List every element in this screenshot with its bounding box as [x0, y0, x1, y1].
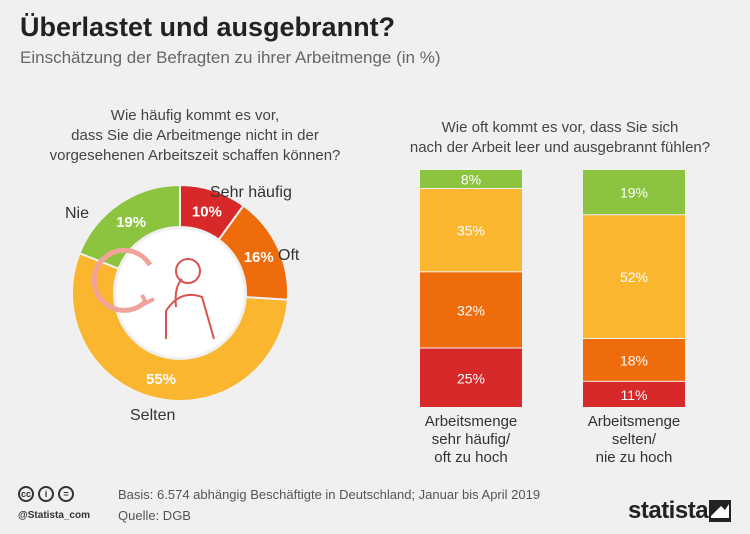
page-subtitle: Einschätzung der Befragten zu ihrer Arbe… [20, 48, 441, 67]
bar-segment [420, 170, 522, 189]
donut-chart: 10% Sehr häufig 16% Oft 55% Selten 19% Nie [65, 183, 300, 424]
cc-icon: cc [18, 486, 34, 502]
by-icon: i [38, 486, 54, 502]
bar-value-label: 35% [457, 223, 485, 239]
bar-segment [420, 189, 522, 272]
slice-value-label: 19% [116, 214, 146, 231]
statista-logo[interactable]: statista [628, 497, 709, 524]
bar-segment [420, 272, 522, 348]
license-icons: cc i = [18, 486, 74, 502]
bar-segment [583, 381, 685, 407]
source-basis: Basis: 6.574 abhängig Beschäftigte in De… [118, 487, 541, 502]
statista-handle[interactable]: @Statista_com [18, 510, 90, 521]
donut-center [116, 229, 244, 357]
donut-slice [71, 251, 289, 402]
source-quelle: Quelle: DGB [118, 508, 191, 523]
slice-category-label: Selten [130, 407, 175, 424]
bar-value-label: 11% [621, 387, 648, 403]
bar-category-label: nie zu hoch [596, 449, 673, 466]
equal-icon: = [58, 486, 74, 502]
bar-value-label: 19% [620, 185, 648, 201]
bar-segment [583, 215, 685, 338]
bar-value-label: 25% [457, 370, 485, 386]
bar-segment [583, 170, 685, 215]
bar-category-label: sehr häufig/ [432, 431, 511, 448]
bar-value-label: 8% [461, 172, 481, 188]
bar-category-label: Arbeitsmenge [425, 413, 518, 430]
stressed-person-icon [91, 247, 215, 340]
bar-category-label: Arbeitsmenge [588, 413, 681, 430]
bar-value-label: 32% [457, 302, 485, 318]
bar-value-label: 18% [620, 352, 648, 368]
bar-value-label: 52% [620, 269, 648, 285]
slice-category-label: Oft [278, 247, 300, 264]
slice-value-label: 16% [244, 249, 274, 266]
slice-category-label: Nie [65, 205, 89, 222]
slice-value-label: 55% [146, 371, 176, 388]
bar-category-label: oft zu hoch [434, 449, 507, 466]
bar-segment [420, 348, 522, 407]
bars-question: Wie oft kommt es vor, dass Sie sich nach … [409, 119, 711, 156]
bar-category-label: selten/ [612, 431, 657, 448]
page-title: Überlastet und ausgebrannt? [20, 12, 396, 42]
donut-question: Wie häufig kommt es vor, dass Sie die Arb… [49, 107, 341, 164]
bar-segment [583, 338, 685, 381]
statista-logo-icon [709, 500, 731, 522]
slice-category-label: Sehr häufig [210, 184, 292, 201]
slice-value-label: 10% [192, 203, 222, 220]
